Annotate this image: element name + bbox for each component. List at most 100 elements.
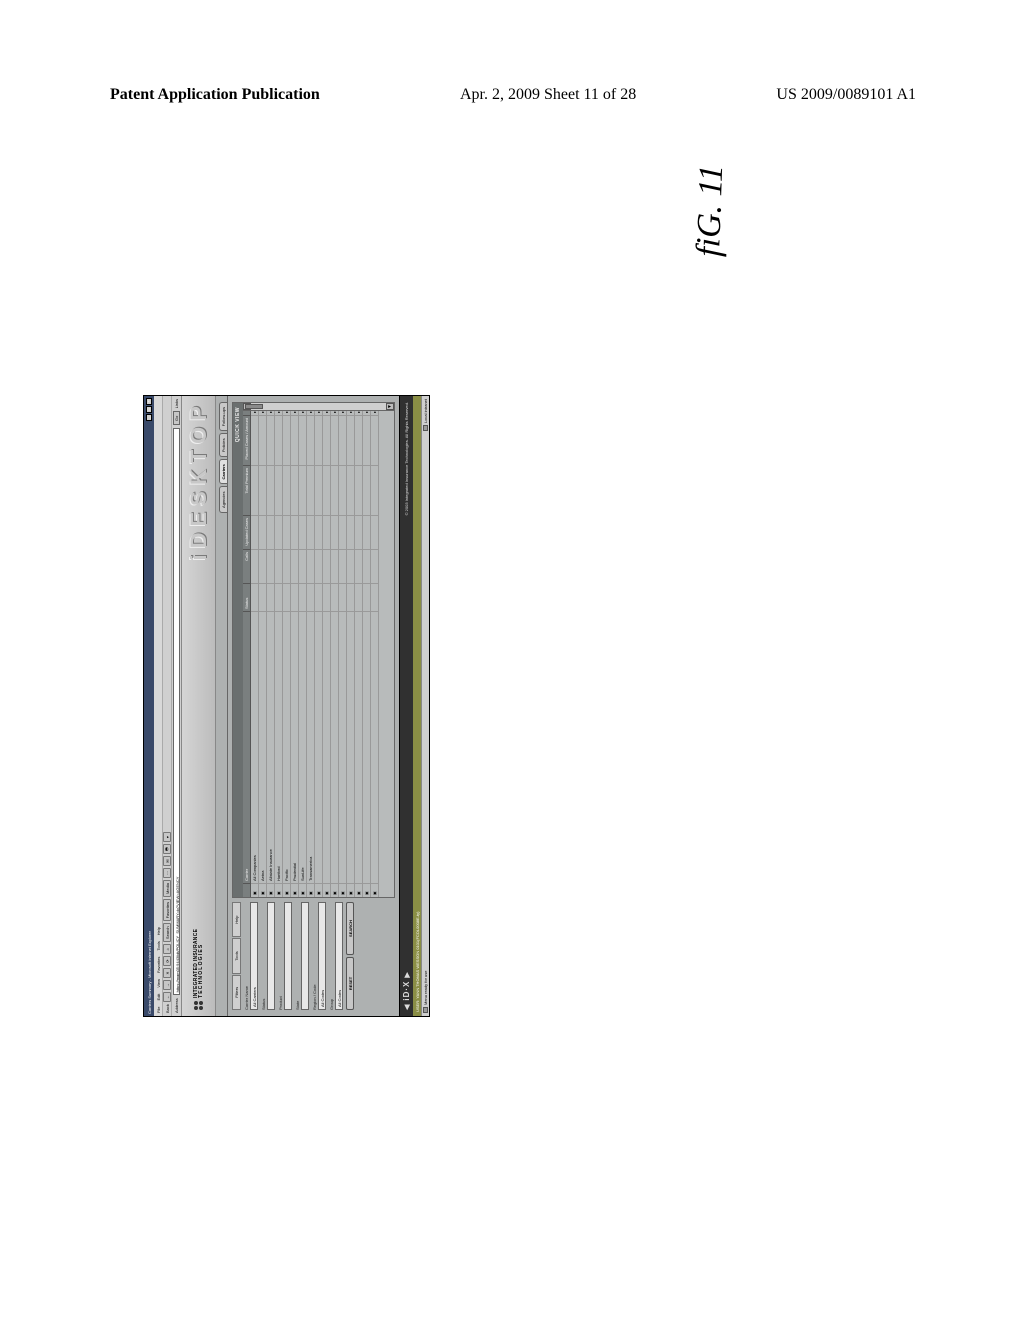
row-icon: ▣ [315,883,322,897]
filter-group-select[interactable]: All Codes [335,902,343,1010]
table-row[interactable]: ▣▸ [371,403,379,897]
back-button[interactable]: Back [165,1004,170,1013]
col-icon[interactable] [243,883,250,897]
results-scrollbar[interactable]: ▲ ▼ [243,403,394,411]
refresh-icon[interactable]: ⟳ [163,956,171,966]
wordmark-char: S [186,487,212,506]
back-arrow-icon[interactable]: ← [163,992,171,1002]
footer-arrow-right-icon[interactable]: ▶ [403,971,411,977]
row-calls [371,549,378,583]
row-placed [267,415,274,465]
filter-carrier-select[interactable]: All Carriers [250,902,258,1010]
row-updated [363,515,370,549]
forward-arrow-icon[interactable]: → [163,980,171,990]
scroll-down-icon[interactable]: ▼ [386,403,394,410]
table-row[interactable]: ▣SunLife▸ [299,403,307,897]
tab-agencies[interactable]: Agencies [219,486,227,512]
row-carrier: Pacific [283,611,290,883]
row-placed [347,415,354,465]
row-status [355,583,362,611]
table-row[interactable]: ▣▸ [339,403,347,897]
more-icon[interactable]: ▾ [163,832,171,842]
favorites-button[interactable]: Favorites [163,899,171,921]
col-calls[interactable]: Calls [243,549,250,583]
table-row[interactable]: ▣▸ [355,403,363,897]
close-button[interactable]: × [146,398,152,405]
table-row[interactable]: ▣Hartford▸ [275,403,283,897]
quickview-label: QUICK VIEW [235,407,241,442]
menu-favorites[interactable]: Favorites [156,957,161,973]
links-label[interactable]: Links [174,399,179,408]
mini-tab-tools[interactable]: Tools [232,938,241,973]
row-icon: ▣ [307,883,314,897]
row-premium [363,465,370,515]
wordmark-char: O [186,423,212,444]
page-content: INTEGRATED INSURANCE TECHNOLOGIES i D E … [182,396,413,1016]
filter-product-select[interactable] [284,902,292,1010]
stop-icon[interactable]: ✕ [163,968,171,978]
table-row[interactable]: ▣Pacific▸ [283,403,291,897]
table-row[interactable]: ▣▸ [347,403,355,897]
col-carrier[interactable]: Carrier [243,611,250,883]
row-icon: ▣ [323,883,330,897]
table-row[interactable]: ▣▸ [331,403,339,897]
search-button[interactable]: Search [163,923,171,942]
filter-group: Group All Codes [329,902,343,1010]
menu-tools[interactable]: Tools [156,941,161,950]
table-row[interactable]: ▣Prudential▸ [291,403,299,897]
address-input[interactable]: https://mgm05:9443/idt/POLICY_SUMMARY.do… [173,428,180,995]
mini-tab-filters[interactable]: Filters [232,975,241,1010]
footer-arrow-left-icon[interactable]: ◀ [403,1004,411,1010]
menu-view[interactable]: View [156,979,161,988]
media-button[interactable]: Media [163,880,171,897]
wordmark-char: P [186,402,212,421]
row-icon: ▣ [291,883,298,897]
mail-icon[interactable]: ✉ [163,856,171,866]
minimize-button[interactable]: _ [146,414,152,421]
col-placed[interactable]: Placed Cases / Amount [243,415,250,465]
tab-followups[interactable]: Follow-ups [219,402,227,431]
col-premium[interactable]: Total Premium [243,465,250,515]
menu-file[interactable]: File [156,1007,161,1013]
row-icon: ▣ [299,883,306,897]
table-row[interactable]: ▣All Companies▸ [251,403,259,897]
table-row[interactable]: ▣▸ [363,403,371,897]
menu-edit[interactable]: Edit [156,994,161,1001]
table-row[interactable]: ▣Transamerica▸ [307,403,315,897]
row-calls [267,549,274,583]
row-updated [259,515,266,549]
col-updated[interactable]: Updated Cases [243,515,250,549]
zone-text: Local intranet [423,399,428,423]
table-row[interactable]: ▣Aetna▸ [259,403,267,897]
mini-tab-help[interactable]: Help [232,902,241,937]
table-row[interactable]: ▣▸ [323,403,331,897]
row-carrier [347,611,354,883]
filter-region-select[interactable]: All Codes [318,902,326,1010]
home-icon[interactable]: ⌂ [163,944,171,954]
reset-button[interactable]: RESET [346,957,354,1010]
row-premium [323,465,330,515]
table-row[interactable]: ▣Allstate Insurance▸ [267,403,275,897]
scroll-thumb[interactable] [245,404,263,409]
row-calls [307,549,314,583]
go-button[interactable]: Go [173,411,180,425]
main-grid: Filters Tools Help Carrier Name All Carr… [228,396,399,1016]
col-status[interactable]: Status [243,583,250,611]
menu-help[interactable]: Help [156,927,161,935]
filter-status: Status [261,902,275,1010]
history-icon[interactable]: ⋯ [163,868,171,878]
filter-status-select[interactable] [267,902,275,1010]
filter-state-select[interactable] [301,902,309,1010]
row-calls [347,549,354,583]
row-updated [371,515,378,549]
row-premium [371,465,378,515]
brand-text: INTEGRATED INSURANCE TECHNOLOGIES [194,929,204,998]
tab-carriers[interactable]: Carriers [219,459,227,484]
print-icon[interactable]: 🖶 [163,844,171,854]
table-row[interactable]: ▣▸ [315,403,323,897]
search-button[interactable]: SEARCH [346,902,354,955]
row-updated [331,515,338,549]
tab-policies[interactable]: Policies [219,433,227,457]
footer-logo: ◀ iD·X ▶ [402,971,411,1010]
maximize-button[interactable]: □ [146,406,152,413]
